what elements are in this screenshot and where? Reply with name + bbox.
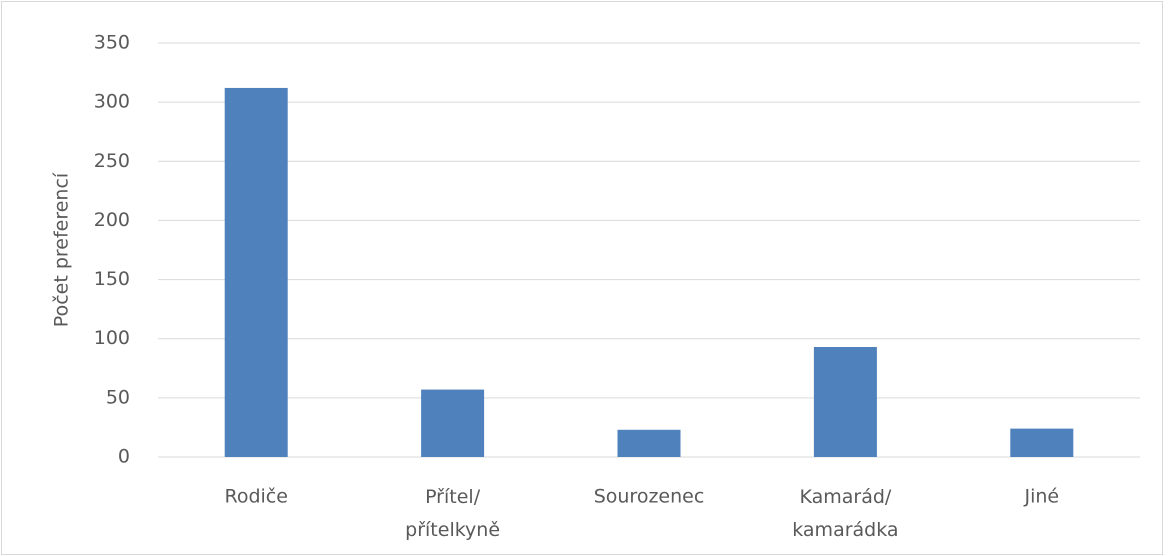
bar <box>1010 428 1074 457</box>
y-axis-label: Počet preferencí <box>51 172 73 327</box>
x-tick-label: Kamarád/kamarádka <box>792 486 898 541</box>
x-tick-label: Jiné <box>1023 486 1059 508</box>
y-tick-label: 0 <box>118 446 130 468</box>
bar <box>617 429 681 457</box>
bar <box>224 87 288 457</box>
y-tick-label: 50 <box>106 386 130 408</box>
x-tick-label: Přítel/přítelkyně <box>405 486 500 541</box>
x-tick-label: Sourozenec <box>594 486 705 508</box>
y-tick-label: 200 <box>94 209 130 231</box>
y-tick-label: 350 <box>94 32 130 54</box>
bar <box>421 389 485 457</box>
y-tick-label: 100 <box>94 327 130 349</box>
y-tick-label: 300 <box>94 91 130 113</box>
y-tick-label: 250 <box>94 150 130 172</box>
bar <box>813 346 877 457</box>
x-tick-label: Rodiče <box>224 486 287 508</box>
y-tick-label: 150 <box>94 268 130 290</box>
